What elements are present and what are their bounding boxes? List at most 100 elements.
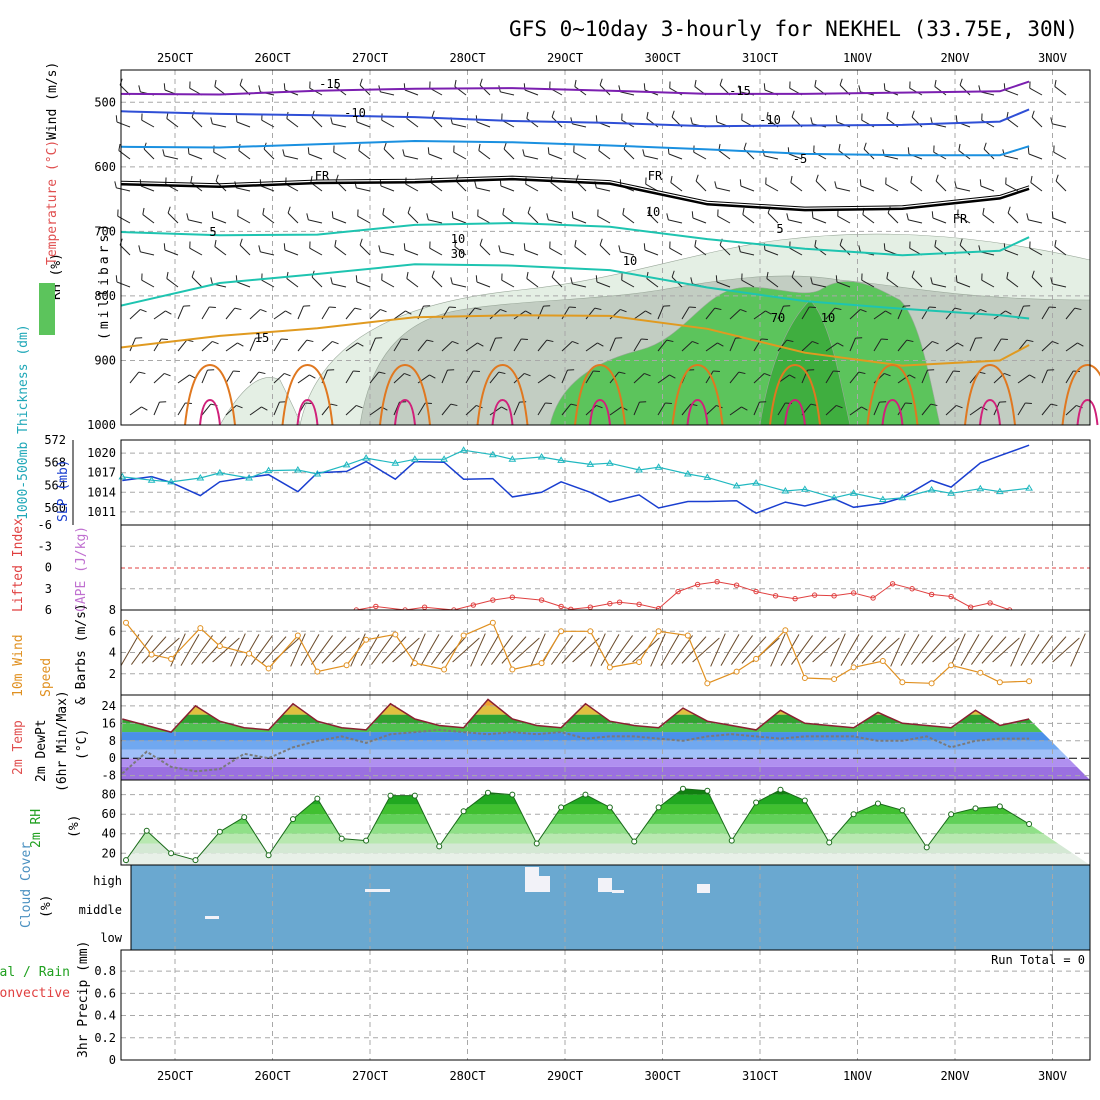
wind-barb [297, 339, 314, 352]
barb-feather [861, 273, 863, 281]
barb-staff [981, 279, 995, 288]
barb-staff [1017, 374, 1030, 384]
svg-text:(6hr Min/Max): (6hr Min/Max) [55, 690, 70, 792]
wind-barb [235, 115, 251, 128]
barb-staff [887, 212, 899, 224]
barb-feather [879, 401, 887, 403]
barb-feather [885, 177, 887, 185]
barb-staff [590, 633, 606, 667]
wind10m-barb [971, 635, 993, 665]
barb-staff [969, 337, 976, 352]
rh2m-marker [216, 828, 223, 835]
rh-swatch [39, 283, 55, 335]
barb-staff [770, 633, 786, 667]
wind10m-barb [660, 634, 680, 666]
contour-20 [671, 363, 724, 426]
barb-feather [405, 310, 412, 315]
barb-feather [647, 206, 651, 214]
wind-barb [1041, 403, 1058, 416]
barb-staff [369, 371, 380, 384]
barb-feather [1005, 310, 1012, 315]
barb-feather [621, 273, 623, 281]
barb-feather [474, 181, 477, 188]
contour-label: 5 [776, 222, 783, 236]
contour--10 [120, 108, 1030, 128]
wind10m-barb [180, 634, 200, 666]
barb-staff [705, 405, 717, 416]
barb-staff [633, 310, 646, 320]
wind10m-marker [441, 666, 448, 673]
wind-barb [431, 270, 443, 288]
cloud-gap [539, 876, 550, 892]
wind10m-marker [1026, 678, 1033, 685]
barb-feather [1006, 271, 1009, 279]
slp-tick-label: 1011 [87, 505, 116, 519]
barb-feather [1077, 342, 1084, 347]
barb-staff [286, 118, 299, 128]
precip-tick-label: 0.6 [94, 986, 116, 1000]
barb-staff [911, 116, 923, 128]
wind-barb [741, 273, 755, 288]
temp-band [121, 723, 1090, 733]
barb-feather [909, 81, 911, 89]
wind-barb [1026, 213, 1043, 224]
barb-feather [790, 175, 793, 183]
wind-barb [1029, 81, 1043, 96]
wind10m-marker [636, 659, 643, 666]
barb-staff [620, 251, 635, 256]
barb-staff [777, 402, 786, 416]
barb-staff [476, 121, 491, 128]
barb-staff [729, 337, 736, 352]
wind-barb [1029, 241, 1043, 256]
wind-barb [825, 342, 844, 352]
barb-staff [812, 637, 840, 663]
wind10m-barb [861, 636, 887, 664]
barb-staff [406, 278, 419, 288]
rh2m-marker [655, 804, 662, 811]
barb-feather [214, 79, 217, 87]
wind-barb [249, 308, 267, 320]
wind-barb [141, 273, 155, 288]
barb-staff [921, 403, 932, 416]
barb-feather [621, 113, 623, 121]
wind10m-barb [152, 637, 180, 663]
barb-staff [273, 338, 282, 352]
barb-feather [143, 142, 147, 150]
barb-feather [526, 271, 529, 279]
barb-staff [692, 217, 707, 224]
pressure-ticks: 500 600 700 800 900 1000 [87, 95, 116, 432]
barb-staff [693, 151, 707, 160]
cloud-gap [598, 878, 612, 892]
chart-title: GFS 0~10day 3-hourly for NEKHEL (33.75E,… [509, 17, 1078, 41]
barb-staff [959, 84, 971, 96]
rh2m-marker [948, 811, 955, 818]
barb-feather [378, 371, 386, 375]
svg-text:10m Wind: 10m Wind [11, 634, 26, 697]
barb-staff [177, 305, 184, 320]
barb-feather [714, 181, 717, 188]
barb-feather [233, 370, 240, 373]
temp-band [121, 749, 1090, 759]
barb-feather [358, 143, 361, 151]
barb-staff [360, 634, 380, 666]
wind-barb [407, 206, 419, 224]
contour-25 [979, 398, 1001, 426]
barb-feather [743, 142, 747, 150]
wind-barb [262, 207, 275, 224]
wind10m-barb [201, 636, 227, 664]
thickness-marker [196, 473, 205, 481]
barb-staff [249, 309, 261, 320]
rh2m-marker [338, 835, 345, 842]
barb-staff [764, 155, 779, 160]
wind10m-barb [470, 633, 486, 667]
wind-barb [777, 339, 794, 352]
temp2m-ylabel-a: 2m Temp [11, 720, 26, 775]
barb-staff [600, 634, 620, 666]
barb-staff [428, 219, 443, 224]
wind10m-series [123, 619, 1033, 687]
cloud-tick-label: low [100, 931, 122, 945]
barb-staff [382, 214, 395, 224]
barb-staff [393, 310, 406, 320]
wind-barb [489, 308, 507, 320]
barb-staff [526, 278, 539, 288]
